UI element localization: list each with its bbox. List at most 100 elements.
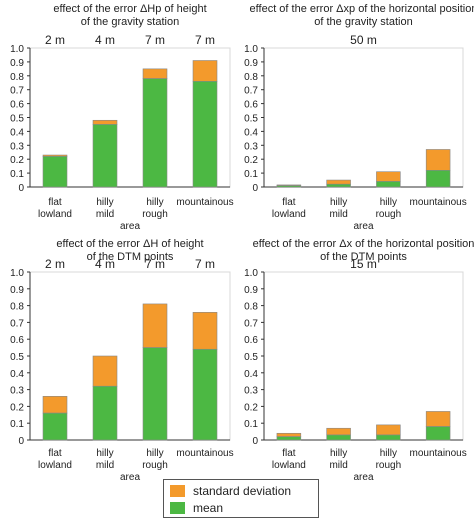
y-tick-label: 0.1: [10, 419, 24, 430]
category-label: lowland: [38, 460, 72, 471]
bar-mean: [425, 170, 451, 188]
std-swatch: [170, 485, 185, 497]
category-label: hilly: [380, 448, 397, 459]
y-tick-label: 0: [18, 436, 24, 447]
y-tick-label: 0.1: [244, 419, 258, 430]
mean-swatch: [170, 502, 185, 514]
y-tick-label: 0.5: [244, 352, 258, 363]
y-tick-label: 1.0: [10, 268, 24, 279]
category-label: flat: [48, 197, 62, 208]
bar-std: [326, 427, 351, 436]
bar-mean: [376, 434, 401, 441]
y-tick-label: 0.2: [244, 155, 258, 166]
y-tick-label: 0.3: [244, 386, 258, 397]
top-label: 7 m: [145, 33, 165, 47]
bar-mean: [92, 385, 118, 441]
bar-std: [425, 149, 451, 171]
y-tick-label: 0.8: [244, 302, 258, 313]
category-label: hilly: [146, 448, 163, 459]
y-tick-label: 1.0: [244, 44, 258, 55]
legend-label-std: standard deviation: [193, 484, 292, 498]
bar-std: [376, 424, 401, 436]
y-tick-label: 0.6: [10, 100, 24, 111]
y-tick-label: 0.4: [244, 127, 258, 138]
y-tick-label: 1.0: [10, 44, 24, 55]
category-label: lowland: [38, 209, 72, 220]
bar-mean: [276, 436, 302, 441]
chart-title-line1: effect of the error ΔHp of height: [53, 3, 206, 15]
y-tick-label: 0.4: [10, 369, 24, 380]
bar-mean: [42, 412, 68, 441]
top-label: 7 m: [145, 257, 165, 271]
y-tick-label: 0.1: [10, 169, 24, 180]
y-tick-label: 0.8: [10, 302, 24, 313]
y-tick-label: 0.5: [10, 352, 24, 363]
top-label: 7 m: [195, 257, 215, 271]
bar-std: [92, 119, 118, 125]
category-label: mild: [329, 209, 347, 220]
y-tick-label: 0.7: [244, 318, 258, 329]
category-label: mild: [96, 209, 114, 220]
category-label: lowland: [272, 460, 306, 471]
bar-mean: [425, 426, 451, 441]
chart-panel-2: effect of the error Δxp of the horizonta…: [244, 3, 474, 232]
y-tick-label: 0.3: [10, 386, 24, 397]
y-tick-label: 0.7: [10, 86, 24, 97]
bar-std: [192, 60, 218, 82]
y-tick-label: 0.9: [10, 58, 24, 69]
top-label: 4 m: [95, 33, 115, 47]
y-tick-label: 0.6: [244, 335, 258, 346]
chart-panel-4: effect of the error Δx of the horizontal…: [244, 238, 474, 483]
bar-mean: [42, 156, 68, 188]
y-tick-label: 0.7: [244, 86, 258, 97]
y-tick-label: 1.0: [244, 268, 258, 279]
bar-mean: [142, 347, 168, 441]
bar-std: [142, 68, 168, 79]
bar-mean: [92, 124, 118, 188]
legend-item-mean: mean: [170, 500, 223, 516]
category-label: mountainous: [409, 197, 466, 208]
chart-title-line2: of the gravity station: [81, 16, 179, 28]
y-tick-label: 0.8: [244, 72, 258, 83]
legend-label-mean: mean: [193, 501, 224, 515]
category-label: flat: [282, 197, 296, 208]
category-label: flat: [282, 448, 296, 459]
bar-std: [326, 179, 351, 185]
y-tick-label: 0: [18, 183, 24, 194]
y-tick-label: 0.2: [10, 155, 24, 166]
chart-title-line2: of the gravity station: [314, 16, 412, 28]
y-tick-label: 0.1: [244, 169, 258, 180]
y-tick-label: 0.3: [244, 141, 258, 152]
x-axis-title: area: [120, 472, 140, 483]
chart-title-line1: effect of the error ΔH of height: [56, 238, 203, 250]
y-tick-label: 0.4: [244, 369, 258, 380]
category-label: flat: [48, 448, 62, 459]
y-tick-label: 0.7: [10, 318, 24, 329]
chart-title-line2: of the DTM points: [320, 251, 407, 263]
category-label: lowland: [272, 209, 306, 220]
x-axis-title: area: [353, 221, 373, 232]
category-label: hilly: [330, 197, 347, 208]
bar-std: [376, 171, 401, 182]
y-tick-label: 0.4: [10, 127, 24, 138]
y-tick-label: 0.9: [10, 285, 24, 296]
legend: standard deviation mean: [163, 479, 319, 518]
bar-mean: [326, 183, 351, 188]
category-label: rough: [142, 209, 168, 220]
category-label: mild: [329, 460, 347, 471]
category-label: hilly: [330, 448, 347, 459]
bar-std: [142, 303, 168, 348]
category-label: rough: [142, 460, 168, 471]
y-tick-label: 0.9: [244, 285, 258, 296]
top-label: 2 m: [45, 33, 65, 47]
category-label: rough: [376, 209, 402, 220]
y-tick-label: 0.5: [244, 114, 258, 125]
category-label: mountainous: [176, 448, 233, 459]
bar-mean: [376, 181, 401, 188]
y-tick-label: 0.2: [10, 402, 24, 413]
top-label: 15 m: [350, 257, 377, 271]
